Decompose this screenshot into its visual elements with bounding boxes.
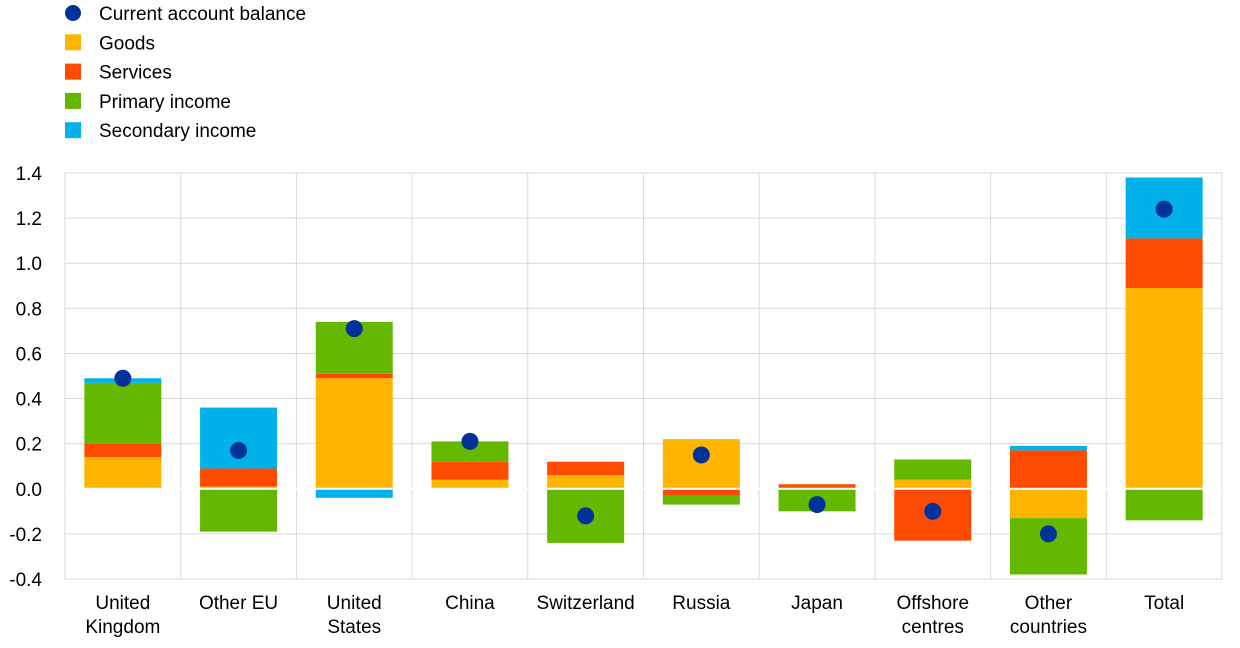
y-tick-label-2: 0.0 — [16, 480, 42, 501]
balance-dot-2 — [345, 320, 363, 338]
bar-goods-7 — [894, 479, 972, 489]
bar-primary-income-9 — [1125, 488, 1203, 521]
y-tick-label-7: 1.0 — [16, 254, 42, 275]
legend-swatch-secondary-income — [65, 122, 81, 139]
bar-goods-9 — [1125, 288, 1203, 489]
x-category-label-2-0: United — [327, 593, 382, 614]
x-category-label-1-0: Other EU — [199, 593, 278, 614]
balance-dot-4 — [577, 507, 595, 525]
x-category-label-8-0: Other — [1025, 593, 1073, 614]
x-category-label-6-0: Japan — [791, 593, 843, 614]
bar-secondary-income-1 — [200, 407, 278, 469]
bar-goods-3 — [431, 479, 509, 489]
y-tick-label-4: 0.4 — [16, 390, 43, 411]
x-category-label-4-0: Switzerland — [537, 593, 635, 614]
bar-goods-4 — [547, 475, 625, 489]
bar-services-6 — [778, 484, 856, 489]
legend-marker-current-account-balance — [65, 5, 81, 21]
bar-primary-income-7 — [894, 459, 972, 480]
legend-label-services: Services — [99, 63, 172, 84]
bar-services-1 — [200, 468, 278, 487]
bar-primary-income-3 — [431, 441, 509, 462]
bar-secondary-income-2 — [315, 488, 393, 498]
bar-secondary-income-8 — [1009, 445, 1087, 451]
y-tick-label-6: 0.8 — [16, 299, 42, 320]
x-category-label-3-0: China — [445, 593, 495, 614]
x-category-label-5-0: Russia — [672, 593, 731, 614]
x-category-label-8-1: countries — [1010, 617, 1087, 638]
balance-dot-5 — [692, 446, 710, 464]
bar-services-8 — [1009, 450, 1087, 489]
legend-label-goods: Goods — [99, 33, 155, 54]
x-category-label-2-1: States — [327, 617, 381, 638]
legend-swatch-goods — [65, 34, 81, 51]
x-axis: United Kingdom Other EU United States China Sw… — [85, 593, 1184, 638]
balance-dot-1 — [230, 441, 248, 459]
current-account-dots — [114, 200, 1173, 543]
bar-primary-income-0 — [84, 382, 162, 444]
legend-swatch-services — [65, 63, 81, 80]
bar-services-3 — [431, 461, 509, 480]
bar-services-2 — [315, 373, 393, 379]
bar-services-9 — [1125, 238, 1203, 289]
legend-label-current-account-balance: Current account balance — [99, 4, 306, 25]
y-tick-label-9: 1.4 — [16, 164, 43, 185]
bar-services-5 — [662, 488, 740, 496]
y-tick-label-3: 0.2 — [16, 435, 42, 456]
bar-primary-income-1 — [200, 488, 278, 532]
x-category-label-0-1: Kingdom — [85, 617, 160, 638]
x-category-label-7-0: Offshore — [896, 593, 969, 614]
balance-dot-3 — [461, 432, 479, 450]
balance-dot-0 — [114, 369, 132, 387]
y-tick-label-5: 0.6 — [16, 344, 42, 365]
y-axis: -0.4 -0.2 0.0 0.2 0.4 0.6 0.8 1.0 1.2 1.4 — [9, 164, 42, 591]
balance-dot-8 — [1039, 525, 1057, 543]
legend-swatch-primary-income — [65, 92, 81, 109]
legend-label-primary-income: Primary income — [99, 92, 231, 113]
bar-goods-1 — [200, 486, 278, 489]
balance-dot-7 — [924, 502, 942, 520]
y-tick-label-1: -0.2 — [9, 525, 42, 546]
bar-services-0 — [84, 443, 162, 458]
balance-dot-6 — [808, 496, 826, 514]
y-tick-label-0: -0.4 — [9, 570, 42, 591]
x-category-label-9-0: Total — [1144, 593, 1184, 614]
bar-primary-income-5 — [662, 495, 740, 505]
grid — [64, 172, 1223, 580]
x-category-label-7-1: centres — [902, 617, 964, 638]
bar-services-4 — [547, 461, 625, 476]
y-tick-label-8: 1.2 — [16, 209, 42, 230]
legend-label-secondary-income: Secondary income — [99, 121, 256, 142]
x-category-label-0-0: United — [95, 593, 150, 614]
bar-goods-8 — [1009, 488, 1087, 519]
bar-goods-2 — [315, 378, 393, 489]
legend: Current account balance Goods Services Prim… — [65, 4, 306, 142]
bar-goods-0 — [84, 457, 162, 489]
balance-dot-9 — [1155, 200, 1173, 218]
